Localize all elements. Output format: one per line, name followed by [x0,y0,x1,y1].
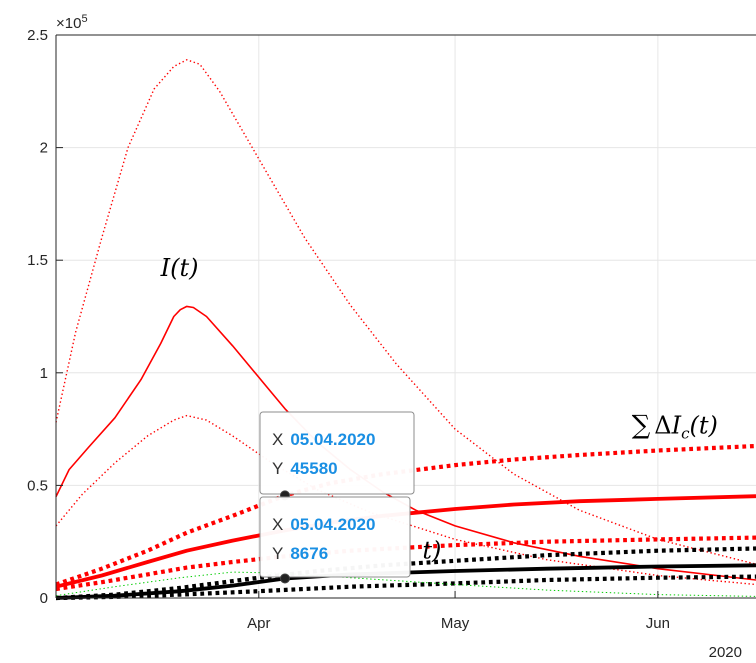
x-tick-label: Jun [646,615,670,632]
datatip-box [259,496,411,578]
datatip-2: X 05.04.2020 Y 8676 [259,496,411,584]
x-tick-label: May [441,615,470,632]
curve-label-1: I(t) [160,254,199,282]
datatip-1: X 05.04.2020 Y 45580 [259,411,415,501]
y-tick-label: 0.5 [27,477,48,494]
y-tick-label: 0 [40,590,48,607]
datatip-y-row: Y 8676 [272,544,328,563]
datatip-x-row: X 05.04.2020 [272,515,375,534]
datatip-box [259,411,415,495]
series-line-9 [55,574,756,601]
series-line-8 [55,546,756,601]
series-line-3 [55,414,756,586]
y-tick-label: 2 [40,140,48,157]
y-tick-label: 2.5 [27,27,48,44]
curve-label-3: t) [422,537,441,565]
series-line-2 [55,59,756,565]
series-line-10 [55,571,756,597]
x-year-label: 2020 [709,644,742,661]
series-line-1 [55,305,756,581]
x-tick-label: Apr [247,615,270,632]
datatips: X 05.04.2020 Y 45580 X 05.04.2020 Y 8676 [259,411,415,584]
axes: 0 0.5 1 1.5 2 2.5 Apr May Jun ×105 2020 [27,13,756,661]
datatip-y-row: Y 45580 [272,459,338,478]
curve-label-2: ∑ ΔIc(t) [632,411,718,443]
y-tick-label: 1 [40,365,48,382]
annotations: I(t) ∑ ΔIc(t) t) [160,254,718,565]
y-exponent-label: ×105 [56,13,88,32]
datatip-marker [279,573,290,584]
datatip-x-row: X 05.04.2020 [272,430,375,449]
y-exponent-power: 5 [81,13,87,25]
y-tick-label: 1.5 [27,252,48,269]
